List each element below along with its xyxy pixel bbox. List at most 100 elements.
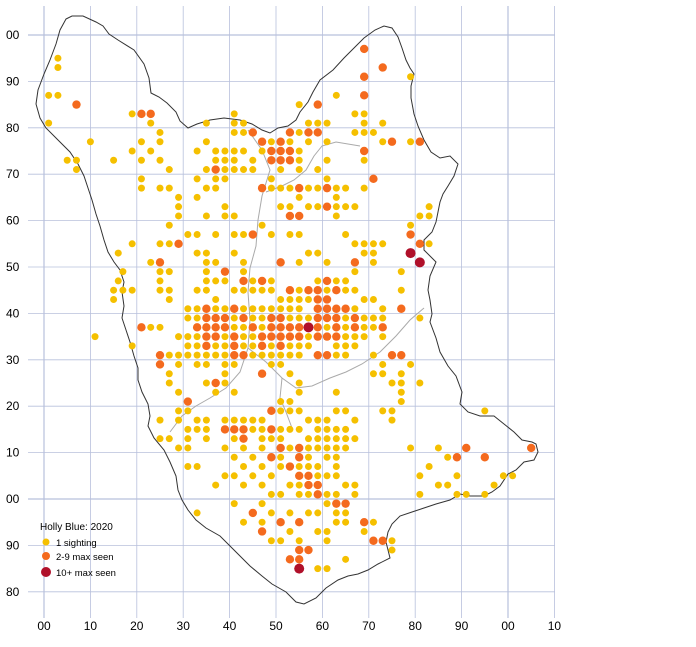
record-dot-level-1	[165, 435, 173, 443]
record-dot-level-1	[267, 277, 275, 285]
record-dot-level-1	[369, 518, 377, 526]
record-dot-level-3	[303, 322, 314, 333]
record-dot-level-2	[230, 304, 239, 313]
record-dot-level-1	[240, 128, 248, 136]
record-dot-level-1	[351, 435, 359, 443]
record-dot-level-2	[220, 425, 230, 434]
record-dot-level-1	[202, 286, 210, 294]
record-dot-level-2	[295, 211, 304, 221]
legend-label-3: 10+ max seen	[56, 568, 116, 579]
legend-label-1: 1 sighting	[56, 538, 97, 549]
record-dot-level-2	[239, 434, 248, 443]
record-dot-level-1	[119, 268, 127, 276]
record-dot-level-2	[276, 156, 285, 165]
record-dot-level-1	[165, 286, 173, 294]
record-dot-level-2	[415, 137, 425, 146]
record-dot-level-1	[202, 249, 210, 257]
record-dot-level-1	[369, 295, 377, 303]
record-dot-level-1	[221, 175, 229, 183]
record-dot-level-1	[286, 295, 294, 303]
record-dot-level-1	[249, 453, 257, 461]
record-dot-level-1	[323, 490, 331, 498]
y-tick-label: 80	[6, 585, 20, 599]
record-dot-level-2	[322, 332, 332, 341]
record-dot-level-1	[397, 398, 405, 406]
record-dot-level-1	[267, 537, 275, 545]
record-dot-level-2	[462, 443, 471, 453]
y-tick-label: 60	[6, 214, 20, 228]
record-dot-level-2	[304, 471, 313, 480]
x-tick-label: 10	[548, 619, 562, 633]
record-dot-level-1	[425, 240, 433, 248]
record-dot-level-1	[332, 203, 340, 211]
record-dot-level-2	[239, 425, 248, 434]
record-dot-level-2	[285, 156, 295, 165]
record-dot-level-1	[342, 314, 350, 322]
record-dot-level-1	[72, 166, 80, 174]
record-dot-level-1	[295, 388, 303, 396]
record-dot-level-1	[286, 425, 294, 433]
y-tick-label: 50	[6, 260, 20, 274]
record-dot-level-2	[341, 304, 350, 313]
record-dot-level-1	[295, 166, 303, 174]
record-dot-level-2	[285, 323, 295, 332]
record-dot-level-1	[351, 128, 359, 136]
record-dot-level-1	[156, 128, 164, 136]
record-dot-level-1	[267, 435, 275, 443]
record-dot-level-1	[240, 258, 248, 266]
record-dot-level-1	[323, 435, 331, 443]
record-dot-level-1	[286, 351, 294, 359]
record-dot-level-2	[452, 453, 462, 462]
record-dot-level-2	[341, 499, 350, 508]
record-dot-level-1	[156, 286, 164, 294]
record-dot-level-1	[277, 425, 285, 433]
record-dot-level-1	[128, 147, 136, 155]
y-tick-label: 30	[6, 353, 20, 367]
record-dot-level-1	[193, 509, 201, 517]
x-tick-label: 20	[130, 619, 144, 633]
record-dot-level-1	[165, 268, 173, 276]
record-dot-level-1	[156, 184, 164, 192]
record-dot-level-1	[277, 305, 285, 313]
record-dot-level-1	[342, 342, 350, 350]
record-dot-level-1	[314, 472, 322, 480]
record-dot-level-1	[258, 416, 266, 424]
record-dot-level-1	[314, 166, 322, 174]
record-dot-level-1	[332, 212, 340, 220]
record-dot-level-1	[304, 119, 312, 127]
record-dot-level-1	[240, 119, 248, 127]
record-dot-level-1	[369, 370, 377, 378]
record-dot-level-1	[388, 416, 396, 424]
legend-label-2: 2-9 max seen	[56, 552, 114, 563]
record-dot-level-2	[295, 332, 304, 341]
record-dot-level-2	[220, 267, 230, 276]
record-dot-level-1	[230, 314, 238, 322]
axis-ticks: 00 10 20 30 40 50 60 70 80 90 00 10 00 90 80 70 60 50 40 30…	[6, 28, 561, 633]
record-dot-level-1	[128, 240, 136, 248]
record-dot-level-1	[286, 231, 294, 239]
record-dot-level-1	[342, 203, 350, 211]
x-tick-label: 00	[501, 619, 515, 633]
record-dot-level-1	[221, 370, 229, 378]
record-dot-level-2	[155, 350, 165, 360]
grid-lines	[28, 6, 555, 618]
record-dot-level-2	[285, 462, 295, 471]
y-tick-label: 90	[6, 538, 20, 552]
record-dot-level-1	[212, 277, 220, 285]
record-dot-level-2	[276, 332, 285, 341]
record-dot-level-1	[54, 63, 62, 71]
record-dot-level-1	[342, 509, 350, 517]
record-dot-level-2	[276, 137, 285, 146]
record-dot-level-1	[481, 490, 489, 498]
record-dot-level-2	[387, 350, 397, 360]
record-dot-level-2	[313, 323, 322, 332]
record-dot-level-1	[342, 444, 350, 452]
record-dot-level-1	[434, 444, 442, 452]
record-dot-level-1	[72, 156, 80, 164]
record-dot-level-1	[175, 360, 183, 368]
record-dot-level-1	[114, 249, 122, 257]
record-dot-level-2	[313, 490, 322, 499]
record-dot-level-1	[323, 138, 331, 146]
record-dot-level-1	[193, 249, 201, 257]
record-dot-level-1	[184, 407, 192, 415]
